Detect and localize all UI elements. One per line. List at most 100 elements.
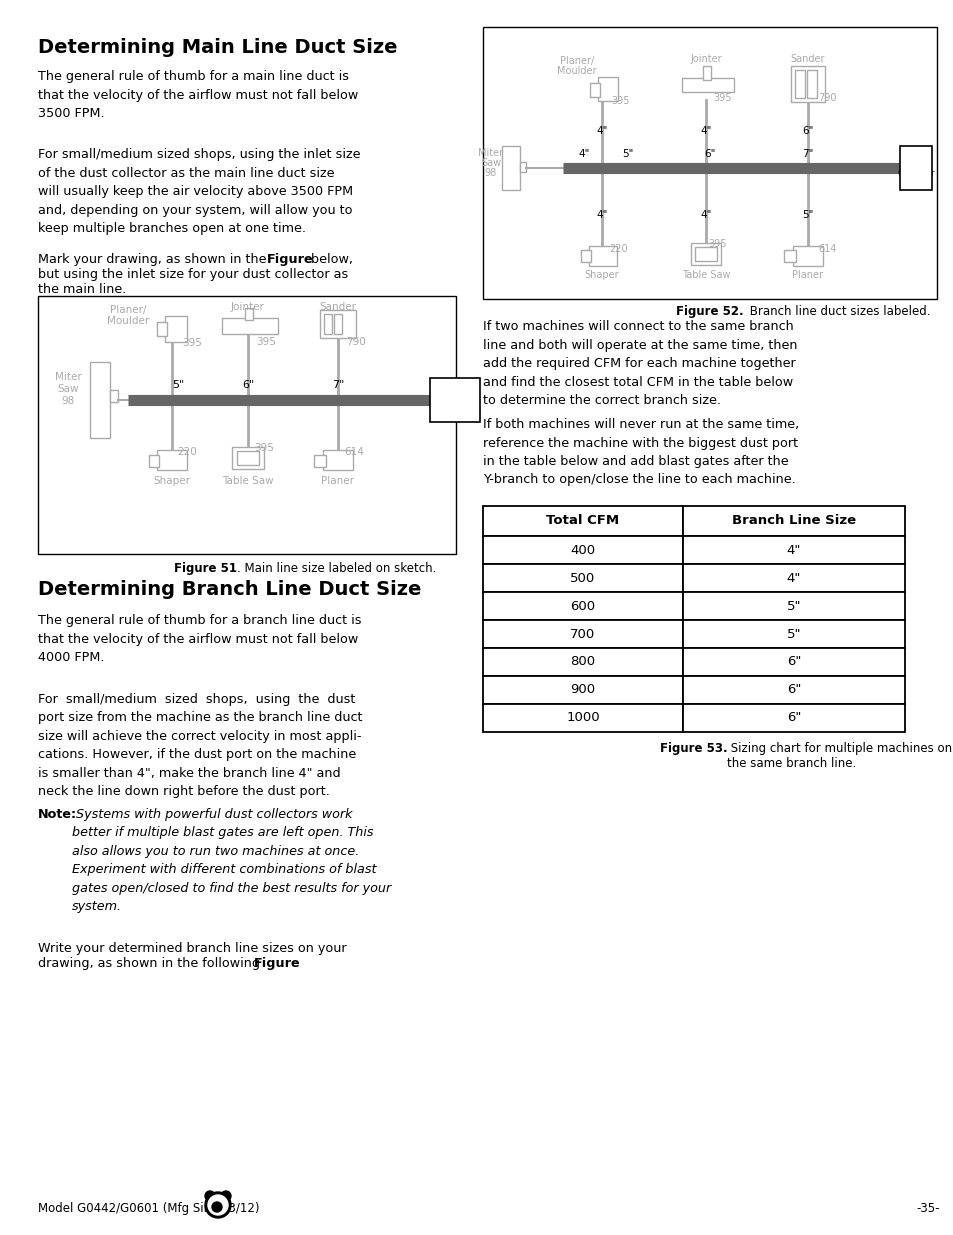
Text: Branch Line Size: Branch Line Size [731,515,855,527]
Text: . Main line size labeled on sketch.: . Main line size labeled on sketch. [236,562,436,576]
Text: 395: 395 [707,240,726,249]
Bar [90,362,110,438]
Bar [236,451,258,466]
Bar [682,676,904,704]
Text: 5": 5" [801,210,813,220]
Text: Miter: Miter [478,148,503,158]
Text: Figure: Figure [253,957,300,969]
Text: 790: 790 [346,337,365,347]
Bar [157,450,187,471]
Text: 400: 400 [570,543,595,557]
Bar [580,249,590,262]
Bar [482,676,682,704]
Bar [589,83,599,98]
Text: Miter: Miter [54,372,81,382]
Text: 6": 6" [786,656,801,668]
Text: Write your determined branch line sizes on your: Write your determined branch line sizes … [38,942,346,955]
Text: 220: 220 [177,447,196,457]
Text: 4": 4" [700,210,711,220]
Bar [482,27,936,299]
Bar [681,78,733,91]
Text: Branch line duct sizes labeled.: Branch line duct sizes labeled. [745,305,929,317]
Text: .: . [293,957,296,969]
Text: Total CFM: Total CFM [546,515,618,527]
Text: Shaper: Shaper [153,475,191,487]
Text: 6": 6" [786,683,801,697]
Text: For small/medium sized shops, using the inlet size
of the dust collector as the : For small/medium sized shops, using the … [38,148,360,235]
Text: The general rule of thumb for a main line duct is
that the velocity of the airfl: The general rule of thumb for a main lin… [38,70,358,120]
Text: Jointer: Jointer [689,54,721,64]
Text: Determining Main Line Duct Size: Determining Main Line Duct Size [38,38,397,57]
Bar [783,249,795,262]
Bar [792,246,822,266]
Text: Jointer: Jointer [231,303,265,312]
Circle shape [205,1192,231,1218]
Text: Determining Branch Line Duct Size: Determining Branch Line Duct Size [38,580,421,599]
Bar [482,506,682,536]
Bar [690,243,720,266]
Text: -35-: -35- [915,1202,939,1215]
Bar [38,296,456,555]
Circle shape [208,1195,228,1215]
Text: 220: 220 [608,245,627,254]
Bar [323,450,353,471]
Bar [682,620,904,648]
Bar [598,77,618,101]
Text: 800: 800 [570,656,595,668]
Text: Note:: Note: [38,808,77,821]
Bar [245,308,253,320]
Text: drawing, as shown in the following: drawing, as shown in the following [38,957,264,969]
Text: 614: 614 [817,245,836,254]
Bar [319,310,355,338]
Text: 600: 600 [570,599,595,613]
Text: 98: 98 [61,396,74,406]
Text: 395: 395 [712,93,731,103]
Text: Planer/: Planer/ [110,305,146,315]
Text: 7": 7" [332,380,344,390]
Text: 900: 900 [570,683,595,697]
Text: Sander: Sander [790,54,824,64]
Text: 6": 6" [801,126,813,136]
Text: Sander: Sander [319,303,356,312]
Text: Dust
Collector: Dust Collector [433,389,476,411]
Text: 1000: 1000 [565,711,599,725]
Text: 6": 6" [786,711,801,725]
Text: 4": 4" [596,126,607,136]
Text: 395: 395 [255,337,275,347]
Text: Mark your drawing, as shown in the: Mark your drawing, as shown in the [38,253,271,266]
Text: 4": 4" [700,126,711,136]
Circle shape [205,1191,214,1200]
Text: Table Saw: Table Saw [222,475,274,487]
Bar [157,322,167,336]
Text: Systems with powerful dust collectors work
better if multiple blast gates are le: Systems with powerful dust collectors wo… [71,808,391,914]
Bar [232,447,264,469]
Bar [149,454,159,467]
Text: below,: below, [307,253,353,266]
Text: 790: 790 [817,93,836,103]
Bar [806,70,816,98]
Text: Figure: Figure [267,253,314,266]
Text: 6": 6" [703,149,715,159]
Bar [482,592,682,620]
Text: Planer: Planer [321,475,355,487]
Bar [501,146,519,190]
Bar [110,390,118,403]
Bar [482,648,682,676]
Text: 395: 395 [253,443,274,453]
Bar [165,316,187,342]
Text: 6": 6" [242,380,253,390]
Text: 5": 5" [172,380,184,390]
Bar [682,704,904,732]
Bar [702,65,710,80]
Text: Moulder: Moulder [107,316,149,326]
Text: Saw: Saw [480,158,500,168]
Text: Dust
Collector: Dust Collector [897,158,934,178]
Bar [682,592,904,620]
Bar [482,620,682,648]
Text: 5": 5" [786,627,801,641]
Text: Shaper: Shaper [584,270,618,280]
Text: Table Saw: Table Saw [681,270,729,280]
Text: 614: 614 [344,447,363,457]
Text: Planer/: Planer/ [559,56,594,65]
Text: Figure 53.: Figure 53. [659,742,727,755]
